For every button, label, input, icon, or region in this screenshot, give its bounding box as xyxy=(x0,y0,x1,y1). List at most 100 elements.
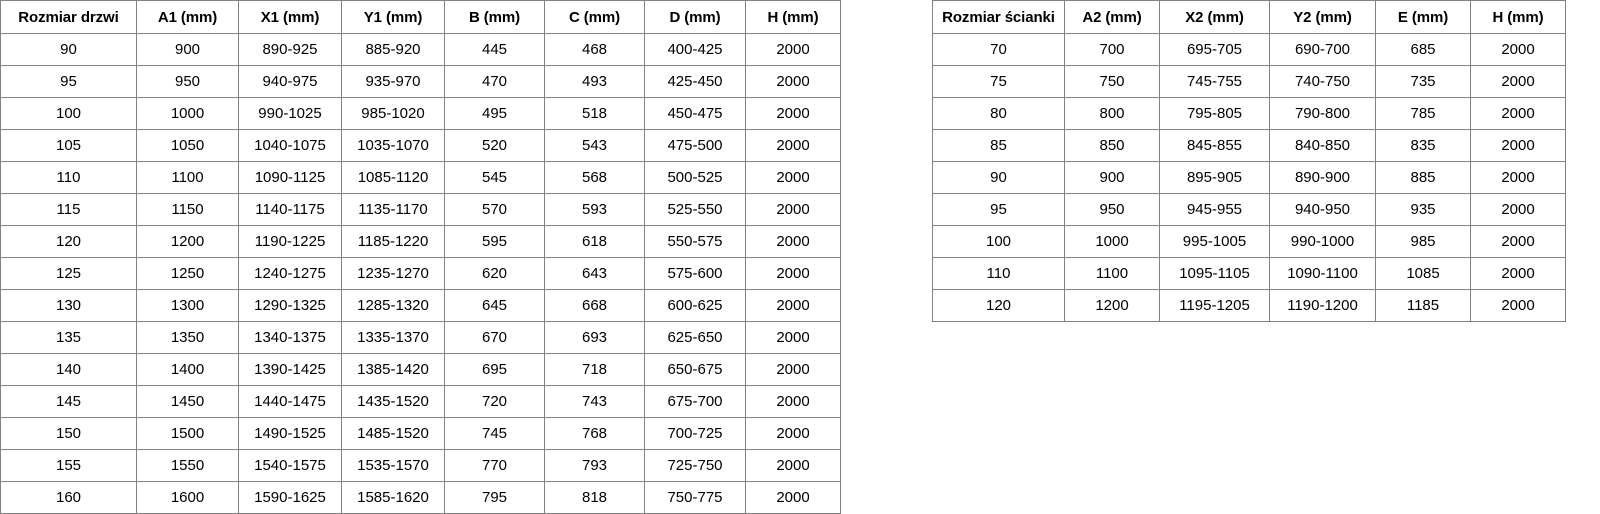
walls-column-header-3: Y2 (mm) xyxy=(1269,0,1376,34)
table-cell: 468 xyxy=(544,33,645,66)
table-cell: 675-700 xyxy=(644,385,746,418)
table-cell: 2000 xyxy=(745,449,841,482)
table-cell: 600-625 xyxy=(644,289,746,322)
table-cell: 2000 xyxy=(1470,97,1566,130)
table-cell: 845-855 xyxy=(1159,129,1270,162)
table-cell: 1095-1105 xyxy=(1159,257,1270,290)
table-cell: 645 xyxy=(444,289,545,322)
doors-row-size-cell: 140 xyxy=(0,353,137,386)
table-cell: 1195-1205 xyxy=(1159,289,1270,322)
doors-column-header-6: D (mm) xyxy=(644,0,746,34)
table-cell: 1050 xyxy=(136,129,239,162)
table-cell: 890-900 xyxy=(1269,161,1376,194)
table-cell: 650-675 xyxy=(644,353,746,386)
table-cell: 1535-1570 xyxy=(341,449,445,482)
table-cell: 940-950 xyxy=(1269,193,1376,226)
table-cell: 2000 xyxy=(745,321,841,354)
table-cell: 1100 xyxy=(1064,257,1160,290)
table-cell: 1400 xyxy=(136,353,239,386)
table-cell: 520 xyxy=(444,129,545,162)
table-cell: 1035-1070 xyxy=(341,129,445,162)
table-cell: 1385-1420 xyxy=(341,353,445,386)
walls-column-header-1: A2 (mm) xyxy=(1064,0,1160,34)
doors-row-size-cell: 95 xyxy=(0,65,137,98)
table-cell: 500-525 xyxy=(644,161,746,194)
table-row: 125 1250 1240-1275 1235-1270 620 643 575-600 20… xyxy=(0,257,841,290)
table-cell: 740-750 xyxy=(1269,65,1376,98)
table-cell: 785 xyxy=(1375,97,1471,130)
table-cell: 695-705 xyxy=(1159,33,1270,66)
table-cell: 625-650 xyxy=(644,321,746,354)
table-cell: 2000 xyxy=(745,129,841,162)
table-cell: 1250 xyxy=(136,257,239,290)
table-cell: 800 xyxy=(1064,97,1160,130)
doors-row-size-cell: 115 xyxy=(0,193,137,226)
table-cell: 1090-1100 xyxy=(1269,257,1376,290)
table-cell: 450-475 xyxy=(644,97,746,130)
table-cell: 2000 xyxy=(1470,65,1566,98)
table-cell: 750-775 xyxy=(644,481,746,514)
table-cell: 835 xyxy=(1375,129,1471,162)
table-cell: 885 xyxy=(1375,161,1471,194)
table-cell: 790-800 xyxy=(1269,97,1376,130)
table-cell: 643 xyxy=(544,257,645,290)
table-cell: 400-425 xyxy=(644,33,746,66)
table-row: 90 900 895-905 890-900 885 2000 xyxy=(932,161,1566,194)
table-cell: 840-850 xyxy=(1269,129,1376,162)
table-cell: 750 xyxy=(1064,65,1160,98)
table-cell: 693 xyxy=(544,321,645,354)
table-cell: 745-755 xyxy=(1159,65,1270,98)
table-cell: 493 xyxy=(544,65,645,98)
doors-row-size-cell: 90 xyxy=(0,33,137,66)
table-row: 120 1200 1195-1205 1190-1200 1185 2000 xyxy=(932,289,1566,322)
table-cell: 950 xyxy=(136,65,239,98)
table-cell: 1085 xyxy=(1375,257,1471,290)
table-cell: 945-955 xyxy=(1159,193,1270,226)
table-row: 135 1350 1340-1375 1335-1370 670 693 625-650 20… xyxy=(0,321,841,354)
table-cell: 1585-1620 xyxy=(341,481,445,514)
table-cell: 1500 xyxy=(136,417,239,450)
walls-row-size-cell: 120 xyxy=(932,289,1065,322)
doors-row-size-cell: 125 xyxy=(0,257,137,290)
doors-row-size-cell: 150 xyxy=(0,417,137,450)
table-row: 130 1300 1290-1325 1285-1320 645 668 600-625 20… xyxy=(0,289,841,322)
table-cell: 793 xyxy=(544,449,645,482)
doors-row-size-cell: 135 xyxy=(0,321,137,354)
table-row: 145 1450 1440-1475 1435-1520 720 743 675-700 20… xyxy=(0,385,841,418)
doors-table-body: 90 900 890-925 885-920 445 468 400-425 2000 95 95… xyxy=(0,33,841,514)
table-cell: 2000 xyxy=(745,481,841,514)
table-cell: 1290-1325 xyxy=(238,289,342,322)
table-cell: 2000 xyxy=(745,385,841,418)
table-cell: 1000 xyxy=(1064,225,1160,258)
table-cell: 2000 xyxy=(745,257,841,290)
table-cell: 700 xyxy=(1064,33,1160,66)
table-cell: 550-575 xyxy=(644,225,746,258)
table-cell: 2000 xyxy=(745,289,841,322)
table-cell: 895-905 xyxy=(1159,161,1270,194)
table-cell: 1340-1375 xyxy=(238,321,342,354)
table-row: 160 1600 1590-1625 1585-1620 795 818 750-775 20… xyxy=(0,481,841,514)
table-cell: 1600 xyxy=(136,481,239,514)
table-row: 120 1200 1190-1225 1185-1220 595 618 550-575 20… xyxy=(0,225,841,258)
table-cell: 1550 xyxy=(136,449,239,482)
table-cell: 1390-1425 xyxy=(238,353,342,386)
table-cell: 570 xyxy=(444,193,545,226)
table-cell: 670 xyxy=(444,321,545,354)
table-cell: 850 xyxy=(1064,129,1160,162)
walls-row-size-cell: 95 xyxy=(932,193,1065,226)
table-cell: 1350 xyxy=(136,321,239,354)
table-cell: 2000 xyxy=(745,97,841,130)
walls-dimensions-table: Rozmiar ścianki A2 (mm) X2 (mm) Y2 (mm) E (m… xyxy=(932,0,1566,322)
table-cell: 1190-1225 xyxy=(238,225,342,258)
table-row: 115 1150 1140-1175 1135-1170 570 593 525-550 20… xyxy=(0,193,841,226)
table-row: 140 1400 1390-1425 1385-1420 695 718 650-675 20… xyxy=(0,353,841,386)
table-cell: 668 xyxy=(544,289,645,322)
table-cell: 990-1000 xyxy=(1269,225,1376,258)
table-cell: 445 xyxy=(444,33,545,66)
table-cell: 1185-1220 xyxy=(341,225,445,258)
walls-row-size-cell: 110 xyxy=(932,257,1065,290)
walls-table-body: 70 700 695-705 690-700 685 2000 75 750 745-755 74… xyxy=(932,33,1566,322)
doors-row-size-cell: 145 xyxy=(0,385,137,418)
table-cell: 900 xyxy=(136,33,239,66)
